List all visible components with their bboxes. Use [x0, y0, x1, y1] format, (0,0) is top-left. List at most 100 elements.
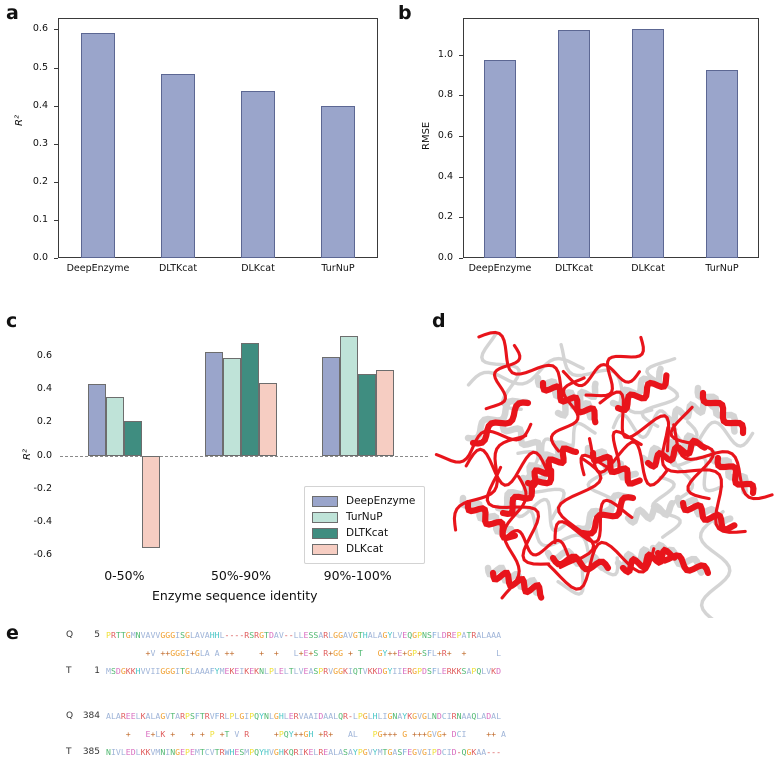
- consensus-symbol: +: [165, 648, 171, 658]
- residue: I: [347, 666, 353, 676]
- residue: V: [362, 666, 368, 676]
- panel-b-category-label: DLKcat: [631, 263, 665, 274]
- residue: G: [387, 747, 393, 757]
- panel-a-ytick-label: 0.3: [32, 137, 48, 149]
- residue: I: [397, 666, 403, 676]
- residue: A: [486, 630, 492, 640]
- residue: M: [244, 747, 250, 757]
- panel-a-ytick-mark: [54, 29, 58, 31]
- residue: D: [441, 630, 447, 640]
- residue: K: [145, 747, 151, 757]
- residue: -: [496, 747, 501, 757]
- residue: T: [214, 747, 220, 757]
- residue: L: [283, 711, 289, 721]
- consensus-symbol: +: [422, 729, 427, 739]
- residue: M: [377, 747, 383, 757]
- panel-a-ytick-label: 0.6: [32, 23, 48, 35]
- residue: L: [135, 747, 141, 757]
- residue: R: [293, 711, 299, 721]
- consensus-symbol: +: [318, 729, 324, 739]
- panel-a-category-label: TurNuP: [321, 263, 355, 274]
- protein-structure-svg: [434, 330, 774, 624]
- consensus-symbol: +: [417, 648, 422, 658]
- residue: H: [362, 630, 368, 640]
- residue: H: [372, 711, 378, 721]
- residue: R: [110, 630, 116, 640]
- structure-ribbon: [579, 429, 643, 477]
- residue: L: [150, 711, 156, 721]
- residue: I: [392, 666, 398, 676]
- residue: G: [125, 630, 131, 640]
- consensus-symbol: +: [229, 648, 235, 658]
- residue: S: [110, 666, 116, 676]
- consensus-symbol: V: [431, 729, 437, 739]
- alignment-target-sequence: MSDGKKHVVIIGGGITGLAAAFYMEKEIKEKNLPLELTLV…: [106, 666, 501, 676]
- consensus-symbol: A: [204, 648, 210, 658]
- panel-a-ytick-label: 0.1: [32, 213, 48, 225]
- residue: G: [259, 630, 264, 640]
- residue: S: [313, 666, 319, 676]
- residue: V: [397, 630, 403, 640]
- consensus-symbol: Q: [283, 729, 289, 739]
- structure-helix: [654, 549, 712, 577]
- consensus-symbol: +: [436, 648, 442, 658]
- residue: G: [160, 666, 166, 676]
- residue: R: [180, 711, 185, 721]
- panel-b-ytick-mark: [459, 176, 463, 178]
- residue: D: [422, 666, 427, 676]
- residue: K: [372, 666, 378, 676]
- legend-label: DeepEnzyme: [346, 495, 416, 507]
- residue: P: [268, 666, 274, 676]
- consensus-symbol: +: [486, 729, 492, 739]
- residue: T: [466, 630, 472, 640]
- residue: S: [426, 630, 432, 640]
- residue: G: [338, 666, 343, 676]
- structure-ribbon: [477, 330, 564, 398]
- alignment-query-number: 384: [82, 711, 100, 721]
- residue: K: [283, 747, 289, 757]
- residue: A: [347, 747, 353, 757]
- residue: A: [194, 630, 200, 640]
- residue: I: [446, 747, 452, 757]
- structure-ribbon: [484, 343, 522, 411]
- residue: E: [249, 666, 255, 676]
- consensus-symbol: A: [347, 729, 353, 739]
- residue: P: [417, 666, 422, 676]
- structure-helix: [539, 379, 599, 426]
- residue: L: [476, 711, 482, 721]
- residue: S: [180, 630, 185, 640]
- consensus-symbol: +: [392, 729, 398, 739]
- structure-helix: [714, 454, 757, 497]
- residue: Q: [476, 666, 482, 676]
- residue: K: [244, 666, 250, 676]
- alignment-target-number: 385: [82, 747, 100, 757]
- consensus-symbol: +: [402, 648, 408, 658]
- legend-swatch: [312, 495, 338, 507]
- residue: H: [264, 747, 269, 757]
- residue: H: [209, 630, 215, 640]
- consensus-symbol: L: [352, 729, 358, 739]
- consensus-symbol: G: [175, 648, 181, 658]
- consensus-symbol: A: [214, 648, 220, 658]
- structure-ribbon: [503, 529, 572, 561]
- structure-ribbon: [553, 498, 634, 545]
- alignment-query-sequence: ALAREELKALAGVTARPSFTRVFRLPLGIPQYNLGHLERV…: [106, 711, 501, 721]
- consensus-symbol: +: [387, 648, 393, 658]
- residue: R: [451, 711, 457, 721]
- panel-b-bar: [632, 28, 664, 258]
- residue: T: [115, 630, 121, 640]
- residue: T: [357, 630, 363, 640]
- alignment-consensus-line: + E+LK + + + P +T V R +PQY++GH +R+ AL PG…: [106, 729, 516, 739]
- residue: L: [234, 711, 240, 721]
- residue: Q: [461, 747, 467, 757]
- panel-b-bar: [484, 60, 516, 258]
- residue: T: [120, 630, 126, 640]
- residue: K: [407, 711, 413, 721]
- residue: V: [347, 630, 353, 640]
- residue: A: [303, 711, 309, 721]
- residue: V: [268, 747, 274, 757]
- residue: Q: [254, 747, 260, 757]
- consensus-symbol: +: [224, 648, 230, 658]
- residue: Y: [372, 747, 378, 757]
- structure-ribbon: [660, 425, 747, 534]
